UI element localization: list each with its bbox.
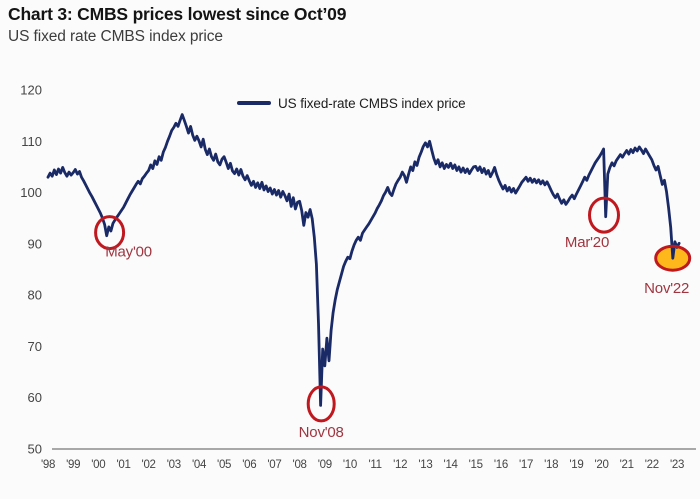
chart-subtitle: US fixed rate CMBS index price <box>8 27 223 45</box>
x-tick-label: '01 <box>116 459 130 471</box>
x-tick-label: '03 <box>167 459 181 471</box>
x-tick-label: '02 <box>142 459 156 471</box>
x-tick-label: '15 <box>469 459 483 471</box>
x-tick-label: '13 <box>418 459 432 471</box>
x-tick-label: '14 <box>444 459 459 471</box>
y-tick-label: 80 <box>28 288 42 303</box>
x-tick-label: '08 <box>293 459 307 471</box>
legend-label: US fixed-rate CMBS index price <box>278 95 466 111</box>
y-tick-label: 110 <box>21 134 42 149</box>
annotation-circle <box>654 244 692 272</box>
annotation-label: Nov'22 <box>644 280 689 297</box>
chart-title: Chart 3: CMBS prices lowest since Oct’09 <box>8 4 347 24</box>
annotation-circle <box>306 385 336 423</box>
x-tick-label: '11 <box>368 459 381 471</box>
chart-header: Chart 3: CMBS prices lowest since Oct’09… <box>8 4 346 46</box>
y-tick-label: 120 <box>20 83 42 98</box>
x-tick-label: '05 <box>217 459 231 471</box>
x-tick-label: '99 <box>66 459 80 471</box>
legend-line-swatch-icon <box>237 101 271 105</box>
y-tick-label: 70 <box>28 339 42 354</box>
x-tick-label: '10 <box>343 459 357 471</box>
legend: US fixed-rate CMBS index price <box>237 95 466 111</box>
annotation-circle <box>588 196 620 234</box>
y-tick-label: 100 <box>20 185 42 200</box>
x-tick-label: '00 <box>91 459 105 471</box>
price-line <box>46 113 681 407</box>
y-tick-label: 60 <box>28 390 42 405</box>
x-tick-label: '21 <box>620 459 634 471</box>
x-tick-label: '22 <box>645 459 659 471</box>
annotation-label: Mar'20 <box>565 234 609 251</box>
annotation-circle <box>94 215 126 251</box>
annotation-label: May'00 <box>105 244 152 261</box>
x-tick-label: '23 <box>670 459 684 471</box>
x-tick-label: '98 <box>41 459 55 471</box>
x-tick-label: '18 <box>544 459 558 471</box>
x-tick-label: '19 <box>569 459 583 471</box>
x-tick-label: '20 <box>594 459 608 471</box>
x-tick-label: '12 <box>393 459 407 471</box>
x-tick-label: '09 <box>318 459 332 471</box>
x-tick-label: '06 <box>242 459 256 471</box>
x-tick-label: '17 <box>519 459 533 471</box>
y-tick-label: 90 <box>28 236 42 251</box>
y-tick-label: 50 <box>28 442 42 457</box>
x-tick-label: '16 <box>494 459 508 471</box>
x-tick-label: '07 <box>267 459 281 471</box>
x-tick-label: '04 <box>192 459 207 471</box>
annotation-label: Nov'08 <box>299 424 344 441</box>
